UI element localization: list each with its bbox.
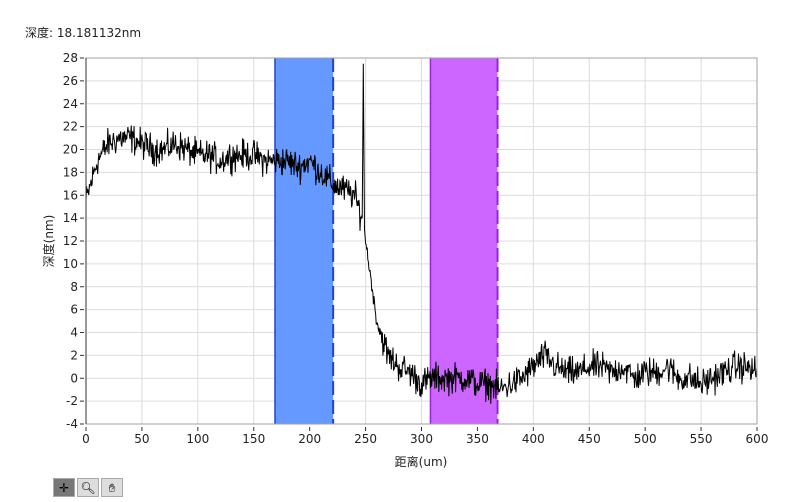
- x-tick-label: 100: [186, 432, 209, 446]
- depth-series-line: [85, 63, 758, 404]
- y-tick-label: -4: [66, 417, 78, 431]
- x-tick-label: 450: [578, 432, 601, 446]
- x-tick-label: 400: [522, 432, 545, 446]
- y-tick-label: 4: [70, 326, 78, 340]
- y-tick-label: 6: [70, 303, 78, 317]
- y-tick-label: 26: [63, 74, 78, 88]
- regions: [274, 58, 499, 424]
- x-tick-label: 300: [410, 432, 433, 446]
- trace: [85, 63, 758, 404]
- x-tick-label: 200: [298, 432, 321, 446]
- y-tick-label: 18: [63, 165, 78, 179]
- highlight-region: [274, 58, 334, 424]
- y-tick-label: 12: [63, 234, 78, 248]
- y-tick-label: 20: [63, 143, 78, 157]
- pan-tool-button[interactable]: ✋︎: [101, 478, 123, 497]
- axes: 0 50 100 150 200 250 300 350 400 450 500 550 600-4-2…: [63, 51, 769, 446]
- readout-value: 18.181132nm: [56, 26, 142, 40]
- x-tick-label: 550: [690, 432, 713, 446]
- x-tick-label: 600: [746, 432, 769, 446]
- depth-readout: 深度: 18.181132nm: [25, 24, 141, 41]
- x-tick-label: 350: [466, 432, 489, 446]
- y-tick-label: 8: [70, 280, 78, 294]
- y-tick-label: 24: [63, 97, 78, 111]
- x-tick-label: 150: [242, 432, 265, 446]
- x-axis-label: 距离(um): [395, 454, 448, 469]
- x-tick-label: 500: [634, 432, 657, 446]
- y-tick-label: 22: [63, 120, 78, 134]
- readout-label: 深度:: [25, 26, 54, 40]
- y-axis-label: 深度(nm): [41, 215, 56, 268]
- x-tick-label: 250: [354, 432, 377, 446]
- y-tick-label: -2: [66, 394, 78, 408]
- zoom-tool-button[interactable]: 🔍︎: [77, 478, 99, 497]
- highlight-region: [430, 58, 498, 424]
- y-tick-label: 10: [63, 257, 78, 271]
- y-tick-label: 14: [63, 211, 78, 225]
- graph-palette: ✛ 🔍︎ ✋︎: [53, 478, 123, 497]
- y-tick-label: 0: [70, 371, 78, 385]
- y-tick-label: 28: [63, 51, 78, 65]
- hand-icon: ✋︎: [108, 480, 116, 495]
- x-tick-label: 0: [82, 432, 90, 446]
- magnifier-icon: 🔍︎: [80, 480, 96, 495]
- crosshair-icon: ✛: [58, 480, 70, 495]
- y-tick-label: 16: [63, 188, 78, 202]
- y-tick-label: 2: [70, 348, 78, 362]
- x-tick-label: 50: [134, 432, 149, 446]
- cursor-tool-button[interactable]: ✛: [53, 478, 75, 497]
